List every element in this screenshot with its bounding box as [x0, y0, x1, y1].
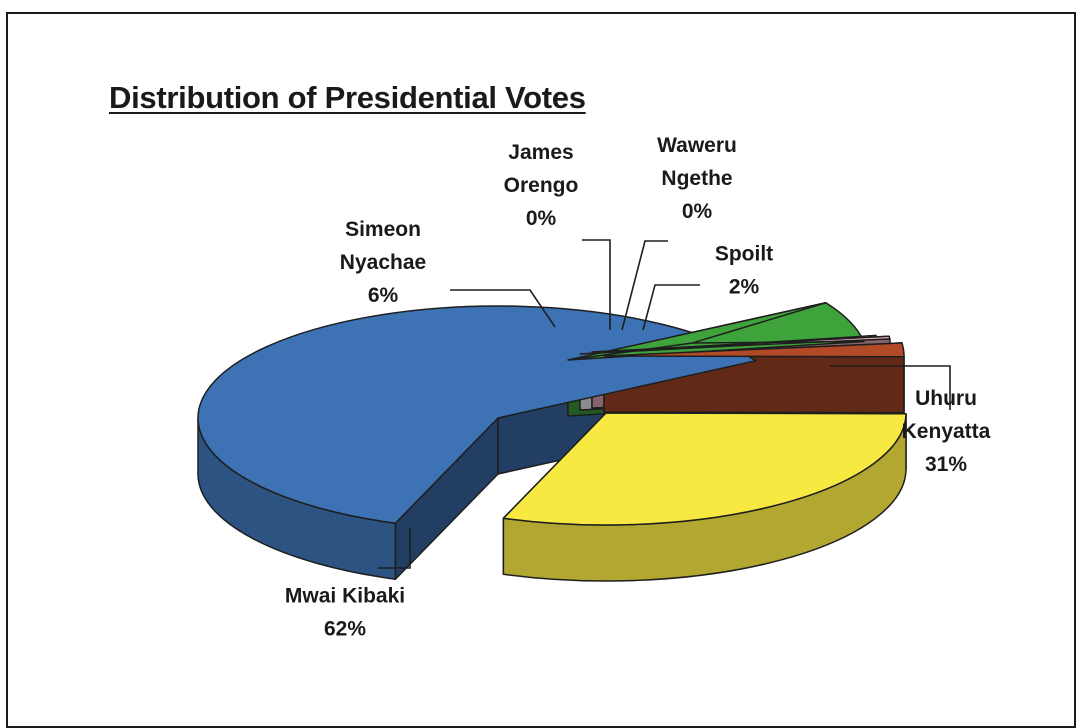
simeon-nyachae-label: Simeon Nyachae 6% — [340, 218, 426, 307]
uhuru-kenyatta-name-label: Uhuru — [915, 387, 977, 410]
simeon-nyachae-name-label: Nyachae — [340, 251, 426, 274]
waweru-ngethe-label: Waweru Ngethe 0% — [657, 134, 737, 223]
uhuru-kenyatta-percent-label: 31% — [925, 453, 967, 476]
waweru-ngethe-percent-label: 0% — [682, 200, 713, 223]
uhuru-kenyatta-name-label: Kenyatta — [902, 420, 991, 443]
james-orengo-name-label: Orengo — [504, 174, 579, 197]
james-orengo-name-label: James — [508, 141, 573, 164]
mwai-kibaki-percent-label: 62% — [324, 618, 366, 641]
simeon-nyachae-percent-label: 6% — [368, 284, 399, 307]
waweru-ngethe-name-label: Ngethe — [661, 167, 732, 190]
james-orengo-percent-label: 0% — [526, 207, 557, 230]
mwai-kibaki-label: Mwai Kibaki 62% — [285, 585, 405, 641]
james-orengo-label: James Orengo 0% — [504, 141, 579, 230]
mwai-kibaki-name-label: Mwai Kibaki — [285, 585, 405, 608]
uhuru-kenyatta-label: Uhuru Kenyatta 31% — [902, 387, 991, 476]
spoilt-label: Spoilt 2% — [715, 243, 773, 299]
spoilt-percent-label: 2% — [729, 276, 760, 299]
waweru-ngethe-name-label: Waweru — [657, 134, 737, 157]
spoilt-name-label: Spoilt — [715, 243, 773, 266]
simeon-nyachae-name-label: Simeon — [345, 218, 421, 241]
